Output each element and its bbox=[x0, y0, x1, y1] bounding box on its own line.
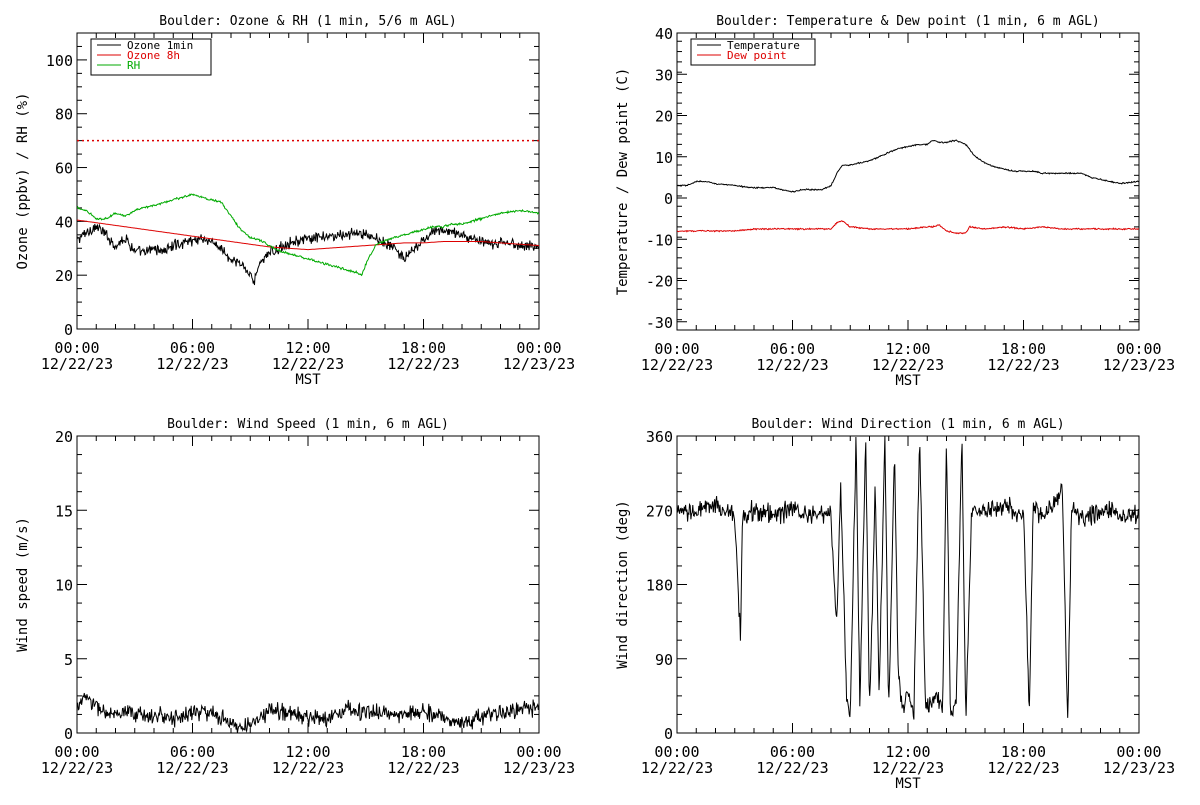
legend-box bbox=[90, 38, 212, 76]
plot-frame bbox=[676, 32, 1140, 331]
y-tick-label: 80 bbox=[55, 106, 73, 124]
x-tick-time-label: 00:00 bbox=[516, 339, 561, 357]
y-tick-label: 60 bbox=[55, 160, 73, 178]
y-tick-label: 30 bbox=[655, 66, 673, 84]
y-tick-label: 0 bbox=[664, 190, 673, 208]
chart-panel-2: Boulder: Temperature & Dew point (1 min,… bbox=[615, 14, 1175, 389]
x-tick-time-label: 12:00 bbox=[885, 340, 930, 358]
series-line-rh bbox=[77, 193, 539, 277]
x-tick-time-label: 18:00 bbox=[401, 339, 446, 357]
series-line-dew-point bbox=[677, 220, 1139, 235]
x-tick-time-label: 12:00 bbox=[285, 743, 330, 761]
x-tick-date-label: 12/22/23 bbox=[641, 356, 713, 374]
y-axis-label: Wind speed (m/s) bbox=[15, 517, 31, 652]
x-tick-date-label: 12/23/23 bbox=[1103, 759, 1175, 777]
y-tick-label: -30 bbox=[646, 314, 673, 332]
y-tick-label: -20 bbox=[646, 273, 673, 291]
series-line-ozone-8h bbox=[77, 219, 539, 251]
y-tick-label: 15 bbox=[55, 502, 73, 520]
y-tick-label: 0 bbox=[64, 321, 73, 339]
y-tick-label: 40 bbox=[55, 213, 73, 231]
x-axis-label: MST bbox=[895, 373, 921, 389]
x-tick-date-label: 12/23/23 bbox=[503, 355, 575, 373]
chart-panel-1: Boulder: Ozone & RH (1 min, 5/6 m AGL) 0 2… bbox=[15, 14, 575, 388]
x-tick-time-label: 00:00 bbox=[654, 340, 699, 358]
x-tick-date-label: 12/22/23 bbox=[641, 759, 713, 777]
x-tick-date-label: 12/22/23 bbox=[387, 355, 459, 373]
plot-frame bbox=[76, 435, 540, 734]
plot-frame bbox=[676, 435, 1140, 734]
y-tick-label: 10 bbox=[55, 577, 73, 595]
y-tick-label: 10 bbox=[655, 149, 673, 167]
legend-label: Ozone 1min bbox=[127, 39, 193, 52]
legend-box bbox=[690, 38, 816, 66]
x-tick-date-label: 12/22/23 bbox=[872, 356, 944, 374]
x-tick-time-label: 06:00 bbox=[770, 743, 815, 761]
x-tick-time-label: 18:00 bbox=[1001, 340, 1046, 358]
x-tick-time-label: 00:00 bbox=[516, 743, 561, 761]
x-tick-time-label: 06:00 bbox=[170, 743, 215, 761]
x-tick-time-label: 06:00 bbox=[170, 339, 215, 357]
x-tick-date-label: 12/22/23 bbox=[387, 759, 459, 777]
x-tick-date-label: 12/22/23 bbox=[272, 355, 344, 373]
x-tick-date-label: 12/22/23 bbox=[41, 355, 113, 373]
legend-label: Dew point bbox=[727, 49, 787, 62]
series-line-ozone-1min bbox=[77, 223, 539, 286]
y-tick-label: 5 bbox=[64, 651, 73, 669]
chart-title: Boulder: Ozone & RH (1 min, 5/6 m AGL) bbox=[159, 14, 456, 29]
x-tick-date-label: 12/22/23 bbox=[272, 759, 344, 777]
plot-frame bbox=[76, 32, 540, 330]
y-tick-label: 0 bbox=[664, 725, 673, 743]
x-tick-date-label: 12/22/23 bbox=[756, 356, 828, 374]
chart-title: Boulder: Wind Direction (1 min, 6 m AGL) bbox=[751, 417, 1064, 432]
chart-panel-4: Boulder: Wind Direction (1 min, 6 m AGL)… bbox=[615, 417, 1175, 792]
x-tick-time-label: 18:00 bbox=[1001, 743, 1046, 761]
legend-label: RH bbox=[127, 59, 140, 72]
y-tick-label: 180 bbox=[646, 577, 673, 595]
y-tick-label: 20 bbox=[55, 428, 73, 446]
x-tick-time-label: 00:00 bbox=[54, 339, 99, 357]
x-tick-date-label: 12/22/23 bbox=[872, 759, 944, 777]
x-tick-time-label: 06:00 bbox=[770, 340, 815, 358]
y-axis-label: Wind direction (deg) bbox=[615, 500, 631, 669]
x-axis-label: MST bbox=[895, 776, 921, 792]
x-tick-date-label: 12/23/23 bbox=[1103, 356, 1175, 374]
y-axis-label: Temperature / Dew point (C) bbox=[615, 68, 631, 296]
x-tick-date-label: 12/22/23 bbox=[756, 759, 828, 777]
y-tick-label: 20 bbox=[655, 108, 673, 126]
y-tick-label: 90 bbox=[655, 651, 673, 669]
y-axis-label: Ozone (ppbv) / RH (%) bbox=[15, 92, 31, 269]
y-tick-label: 40 bbox=[655, 25, 673, 43]
chart-title: Boulder: Wind Speed (1 min, 6 m AGL) bbox=[167, 417, 449, 432]
series-line-temperature bbox=[677, 139, 1139, 193]
x-tick-date-label: 12/22/23 bbox=[987, 759, 1059, 777]
x-tick-date-label: 12/22/23 bbox=[987, 356, 1059, 374]
y-tick-label: 360 bbox=[646, 428, 673, 446]
legend-label: Ozone 8h bbox=[127, 49, 180, 62]
chart-title: Boulder: Temperature & Dew point (1 min,… bbox=[716, 14, 1100, 29]
x-tick-time-label: 18:00 bbox=[401, 743, 446, 761]
x-tick-time-label: 12:00 bbox=[885, 743, 930, 761]
x-tick-date-label: 12/22/23 bbox=[41, 759, 113, 777]
chart-panel-3: Boulder: Wind Speed (1 min, 6 m AGL) 0 5 10… bbox=[15, 417, 575, 777]
y-tick-label: 20 bbox=[55, 267, 73, 285]
series-line-data bbox=[677, 436, 1139, 720]
series-line-data bbox=[77, 692, 539, 733]
legend-label: Temperature bbox=[727, 39, 800, 52]
y-tick-label: -10 bbox=[646, 231, 673, 249]
x-tick-time-label: 00:00 bbox=[1116, 743, 1161, 761]
x-tick-time-label: 00:00 bbox=[1116, 340, 1161, 358]
y-tick-label: 270 bbox=[646, 502, 673, 520]
x-tick-date-label: 12/22/23 bbox=[156, 355, 228, 373]
x-tick-date-label: 12/22/23 bbox=[156, 759, 228, 777]
x-tick-date-label: 12/23/23 bbox=[503, 759, 575, 777]
x-axis-label: MST bbox=[295, 372, 321, 388]
y-tick-label: 0 bbox=[64, 725, 73, 743]
y-tick-label: 100 bbox=[46, 52, 73, 70]
x-tick-time-label: 00:00 bbox=[654, 743, 699, 761]
x-tick-time-label: 12:00 bbox=[285, 339, 330, 357]
x-tick-time-label: 00:00 bbox=[54, 743, 99, 761]
